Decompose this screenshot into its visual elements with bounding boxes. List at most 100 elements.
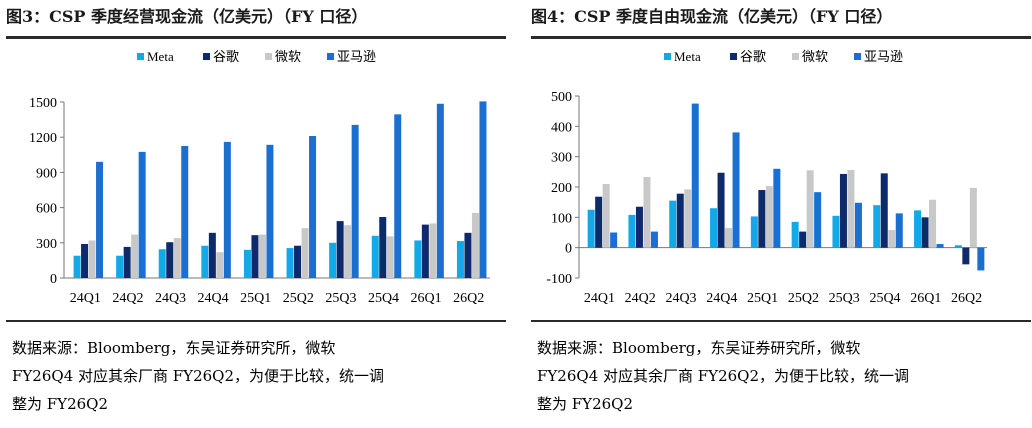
legend-swatch: [203, 53, 210, 60]
x-tick-label: 24Q2: [112, 291, 143, 306]
bar: [294, 245, 302, 278]
bar: [379, 216, 387, 278]
bar: [854, 202, 862, 248]
legend-swatch: [265, 53, 272, 60]
legend-swatch: [854, 53, 861, 60]
bar: [201, 245, 209, 278]
legend-label: 谷歌: [740, 49, 766, 64]
legend-swatch: [664, 53, 671, 60]
chart-title: 图4：CSP 季度自由现金流（亿美元）（FY 口径）: [531, 7, 893, 26]
bar: [158, 249, 166, 278]
x-tick-label: 24Q4: [198, 291, 229, 306]
bar: [799, 231, 807, 248]
bar: [732, 132, 740, 248]
bar: [977, 247, 985, 271]
y-tick-label: 100: [551, 211, 572, 226]
source-line: 整为 FY26Q2: [12, 395, 109, 413]
bar: [208, 232, 216, 278]
bar: [791, 221, 799, 248]
y-tick-label: 500: [551, 90, 572, 105]
legend-label: Meta: [674, 49, 701, 64]
free-cash-flow-chart: Meta 谷歌 微软 亚马逊 -100 0 100 200 300 400 500 24Q1 24Q2 2…: [546, 49, 987, 306]
source-line: FY26Q4 对应其余厂商 FY26Q2，为便于比较，统一调: [537, 367, 910, 385]
legend-label: Meta: [147, 49, 174, 64]
y-tick-label: 900: [36, 166, 57, 181]
y-tick-label: 300: [551, 151, 572, 166]
legend-swatch: [792, 53, 799, 60]
bar: [962, 247, 970, 265]
y-tick-label: 1500: [29, 96, 57, 111]
bar: [717, 172, 725, 248]
y-tick-label: 300: [36, 237, 57, 252]
bar: [429, 223, 437, 278]
y-tick-label: 400: [551, 120, 572, 135]
bar: [635, 206, 643, 248]
bar: [691, 103, 699, 248]
bar: [880, 173, 888, 248]
bar: [710, 208, 718, 248]
bar: [669, 200, 677, 248]
bar: [954, 245, 962, 248]
y-tick-label: 0: [565, 242, 572, 257]
x-tick-label: 25Q2: [283, 291, 314, 306]
bar: [301, 228, 309, 278]
bar: [166, 242, 174, 278]
bar: [123, 246, 131, 278]
y-tick-label: -100: [546, 272, 572, 287]
source-note: 数据来源：Bloomberg，东吴证券研究所，微软 FY26Q4 对应其余厂商 …: [537, 334, 1027, 418]
bar: [650, 231, 658, 248]
bar: [643, 176, 651, 248]
bar: [832, 215, 840, 248]
bar: [676, 193, 684, 248]
panel-operating-cash-flow: 图3：CSP 季度经营现金流（亿美元）（FY 口径） Meta 谷歌 微软 亚马逊 0 3…: [6, 0, 506, 428]
x-tick-label: 25Q3: [325, 291, 356, 306]
bar: [758, 190, 766, 248]
bar: [414, 240, 422, 278]
x-tick-label: 25Q3: [829, 291, 860, 306]
bar: [181, 146, 189, 278]
bar: [936, 244, 944, 248]
bar: [895, 213, 903, 248]
bar: [394, 114, 402, 278]
bar: [73, 255, 81, 278]
x-tick-label: 24Q3: [665, 291, 696, 306]
bar: [814, 192, 822, 248]
bar: [421, 224, 429, 278]
bar: [371, 235, 379, 278]
x-tick-label: 26Q1: [411, 291, 442, 306]
bar: [773, 168, 781, 248]
bar: [479, 101, 487, 278]
legend-swatch: [137, 53, 144, 60]
bar: [173, 238, 181, 278]
bar: [266, 144, 274, 278]
bar: [251, 235, 259, 278]
source-line: 数据来源：Bloomberg，东吴证券研究所，微软: [537, 339, 861, 357]
x-tick-label: 26Q2: [951, 291, 982, 306]
y-tick-label: 200: [551, 181, 572, 196]
bar: [243, 249, 251, 278]
bar: [131, 234, 139, 278]
chart-divider: [6, 320, 506, 322]
x-tick-label: 26Q1: [910, 291, 941, 306]
legend-swatch: [730, 53, 737, 60]
bar: [223, 141, 231, 278]
bar: [88, 240, 96, 278]
bar: [806, 170, 814, 248]
bar: [344, 225, 352, 278]
bar: [873, 205, 881, 248]
source-line: 整为 FY26Q2: [537, 395, 634, 413]
legend-label: 谷歌: [213, 49, 239, 64]
legend-swatch: [327, 53, 334, 60]
bar: [386, 236, 394, 278]
bar: [336, 221, 344, 278]
bar: [464, 232, 472, 278]
panel-free-cash-flow: 图4：CSP 季度自由现金流（亿美元）（FY 口径） Meta 谷歌 微软 亚马逊 -1…: [531, 0, 1031, 428]
source-line: FY26Q4 对应其余厂商 FY26Q2，为便于比较，统一调: [12, 367, 385, 385]
bar: [969, 187, 977, 248]
legend-label: 亚马逊: [337, 49, 376, 64]
bar: [81, 243, 89, 278]
y-tick-label: 1200: [29, 131, 57, 146]
y-tick-label: 600: [36, 202, 57, 217]
legend-label: 亚马逊: [864, 49, 903, 64]
legend-label: 微软: [802, 49, 828, 64]
